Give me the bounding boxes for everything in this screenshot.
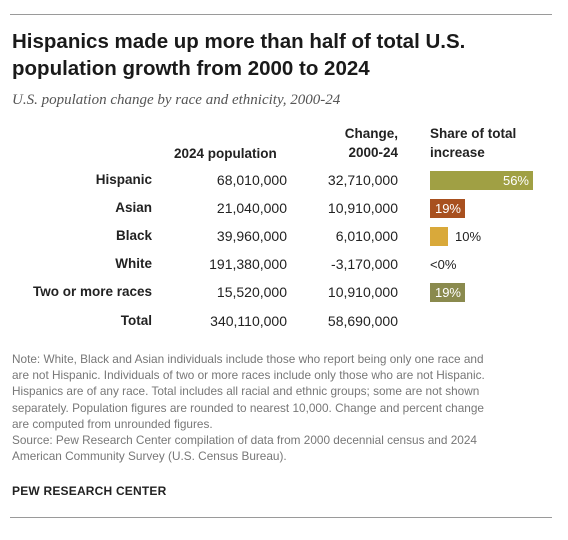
population-value: 21,040,000 <box>216 200 287 216</box>
row-label: White <box>115 256 152 271</box>
change-value: 10,910,000 <box>327 284 398 300</box>
note-line-4: separately. Population figures are round… <box>12 400 484 415</box>
share-bar <box>430 283 465 302</box>
total-population-value: 340,110,000 <box>210 313 287 329</box>
share-label: 19% <box>434 285 461 300</box>
column-header-change-line-1: Change, <box>344 126 398 141</box>
top-rule <box>10 14 552 15</box>
row-label: Asian <box>115 200 152 215</box>
column-header-change: Change, 2000-24 <box>330 124 398 162</box>
column-header-share: Share of total increase <box>430 124 516 162</box>
note-line-1: Note: White, Black and Asian individuals… <box>12 352 484 366</box>
source-line-1: Source: Pew Research Center compilation … <box>12 433 477 447</box>
population-value: 39,960,000 <box>216 228 287 244</box>
row-label: Two or more races <box>32 284 152 299</box>
source-line-2: American Community Survey (U.S. Census B… <box>12 449 287 464</box>
row-label: Black <box>115 228 152 243</box>
brand-logo-text: PEW RESEARCH CENTER <box>12 484 167 498</box>
share-label: 10% <box>455 229 482 244</box>
chart-note: Note: White, Black and Asian individuals… <box>12 351 558 432</box>
change-value: 10,910,000 <box>327 200 398 216</box>
note-line-5: are computed from unrounded figures. <box>12 416 213 431</box>
chart-source: Source: Pew Research Center compilation … <box>12 432 558 464</box>
total-label: Total <box>120 313 152 328</box>
column-header-change-line-2: 2000-24 <box>348 145 398 160</box>
population-value: 191,380,000 <box>209 256 287 272</box>
column-header-population: 2024 population <box>174 146 277 161</box>
share-bar <box>430 199 465 218</box>
population-value: 68,010,000 <box>216 172 287 188</box>
share-bar <box>430 171 533 190</box>
column-header-share-line-1: Share of total <box>430 126 517 141</box>
change-value: 6,010,000 <box>335 228 398 244</box>
chart-subtitle: U.S. population change by race and ethni… <box>12 92 341 108</box>
row-label: Hispanic <box>95 172 152 187</box>
change-value: -3,170,000 <box>331 256 398 272</box>
title-line-1: Hispanics made up more than half of tota… <box>12 30 466 53</box>
change-value: 32,710,000 <box>327 172 398 188</box>
population-value: 15,520,000 <box>216 284 287 300</box>
bottom-rule <box>10 517 552 518</box>
share-label: <0% <box>430 257 457 272</box>
chart-title: Hispanics made up more than half of tota… <box>12 28 542 82</box>
title-line-2: population growth from 2000 to 2024 <box>12 57 370 80</box>
column-header-share-line-2: increase <box>430 145 485 160</box>
total-change-value: 58,690,000 <box>327 313 398 329</box>
share-label: 56% <box>502 173 529 188</box>
share-bar <box>430 227 448 246</box>
note-line-2: are not Hispanic. Individuals of two or … <box>12 368 485 383</box>
share-label: 19% <box>434 201 461 216</box>
note-line-3: Hispanics are of any race. Total include… <box>12 384 480 399</box>
